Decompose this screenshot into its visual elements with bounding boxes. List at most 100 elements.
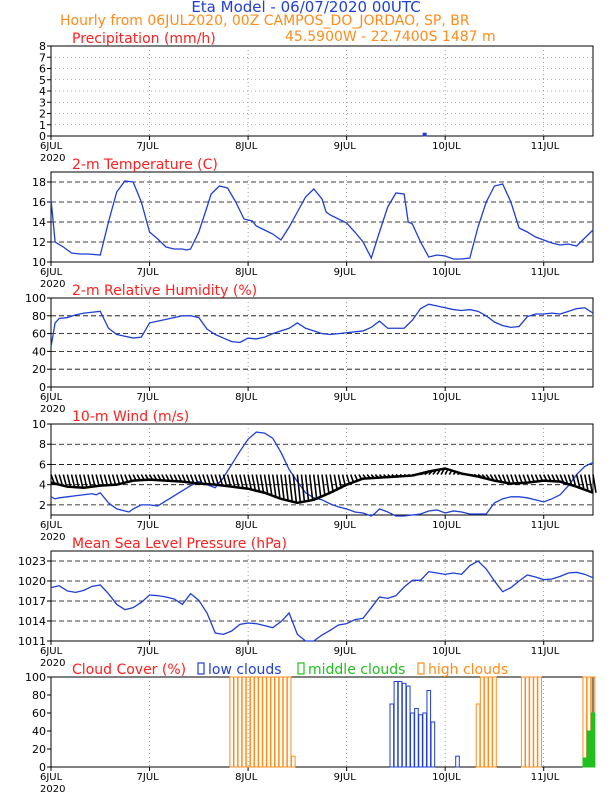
wind-vector xyxy=(284,474,289,500)
rh-xtick-label: 7JUL xyxy=(137,392,160,403)
wind-vector xyxy=(263,474,269,493)
precip-xtick-label: 8JUL xyxy=(235,141,258,152)
chart-title: Eta Model - 06/07/2020 00UTC xyxy=(191,0,421,16)
wind-vector xyxy=(91,474,96,487)
precip-xtick-label: 7JUL xyxy=(137,141,160,152)
wind-frame xyxy=(50,423,594,516)
precip-xtick-label: 10JUL xyxy=(432,141,461,152)
wind-xtick-label: 11JUL xyxy=(531,520,560,531)
clouds-bar xyxy=(586,730,592,768)
wind-series-line xyxy=(50,431,594,517)
clouds-bar xyxy=(430,721,436,768)
wind-vector xyxy=(214,474,220,485)
wind-vector xyxy=(83,474,88,488)
wind-vector xyxy=(74,474,80,488)
wind-ytick-label: 8 xyxy=(39,438,46,451)
clouds-bar xyxy=(410,712,415,768)
legend-label: middle clouds xyxy=(308,662,405,678)
legend-swatch xyxy=(297,662,305,675)
mslp-xtick-label: 10JUL xyxy=(432,646,461,657)
precip-xtick-label: 9JUL xyxy=(334,141,357,152)
wind-vector xyxy=(506,474,511,484)
precip-ytick-label: 3 xyxy=(39,96,46,109)
wind-vector xyxy=(296,474,302,503)
wind-xtick-label: 9JUL xyxy=(334,520,357,531)
clouds-bar xyxy=(582,676,588,768)
wind-vector xyxy=(107,474,113,486)
wind-vector xyxy=(99,474,105,486)
clouds-bar xyxy=(241,676,247,768)
wind-vector xyxy=(321,474,326,497)
legend-label: high clouds xyxy=(428,662,508,678)
clouds-bar xyxy=(479,676,485,768)
wind-vector xyxy=(308,474,314,501)
clouds-xtick-label: 8JUL xyxy=(235,772,258,783)
clouds-bar xyxy=(537,676,542,768)
clouds-bar xyxy=(266,676,271,768)
precip-ytick-label: 8 xyxy=(39,40,46,53)
wind-vector xyxy=(111,474,117,486)
clouds-bar xyxy=(529,676,534,768)
clouds-title: Cloud Cover (%) xyxy=(72,662,186,678)
clouds-xtick-label: 9JUL xyxy=(334,772,357,783)
precip-bar xyxy=(422,132,427,137)
temp-ytick-label: 12 xyxy=(32,236,46,249)
wind-xtick-label: 10JUL xyxy=(432,520,461,531)
clouds-panel xyxy=(47,662,596,771)
clouds-bar xyxy=(422,712,427,768)
temp-series-line xyxy=(50,180,594,260)
rh-ytick-label: 0 xyxy=(39,381,46,394)
legend-swatch xyxy=(197,662,205,675)
chart-subtitle: Hourly from 06JUL2020, 00Z CAMPOS_DO_JOR… xyxy=(60,13,470,29)
wind-vector xyxy=(514,474,519,484)
clouds-ytick-label: 20 xyxy=(32,743,46,756)
mslp-xtick-label: 6JUL xyxy=(40,646,63,657)
clouds-bar xyxy=(488,676,493,768)
wind-vector xyxy=(510,474,515,484)
wind-xtick-label: 6JUL xyxy=(40,520,63,531)
precip-ytick-label: 0 xyxy=(39,130,46,143)
mslp-ytick-label: 1023 xyxy=(18,555,46,568)
wind-vector xyxy=(255,474,261,491)
wind-vector xyxy=(493,474,499,481)
wind-vector xyxy=(292,474,298,502)
wind-vector xyxy=(312,474,318,500)
clouds-xtick-label: 10JUL xyxy=(432,772,461,783)
mslp-ytick-label: 1020 xyxy=(18,575,46,588)
legend-swatch xyxy=(417,662,425,675)
temp-title: 2-m Temperature (C) xyxy=(72,157,218,173)
wind-vector xyxy=(239,474,244,488)
rh-title: 2-m Relative Humidity (%) xyxy=(72,283,257,299)
wind-vector xyxy=(288,474,293,501)
clouds-bar xyxy=(426,690,432,768)
rh-ytick-label: 20 xyxy=(32,363,46,376)
wind-vector xyxy=(559,474,564,482)
wind-vector xyxy=(230,474,236,487)
wind-vector xyxy=(567,474,573,485)
clouds-bar xyxy=(229,676,234,768)
precip-ytick-label: 7 xyxy=(39,51,46,64)
mslp-panel xyxy=(47,550,594,645)
wind-panel xyxy=(47,423,597,519)
wind-vector xyxy=(571,474,577,486)
station-coordinates: 45.5900W - 22.7400S 1487 m xyxy=(285,29,496,45)
mslp-xtick-label: 9JUL xyxy=(334,646,357,657)
precip-ytick-label: 2 xyxy=(39,108,46,121)
wind-xtick-label: 7JUL xyxy=(137,520,160,531)
wind-title: 10-m Wind (m/s) xyxy=(72,409,189,425)
wind-vector xyxy=(276,474,281,498)
clouds-bar xyxy=(520,676,526,768)
rh-ytick-label: 100 xyxy=(25,292,46,305)
clouds-ytick-label: 60 xyxy=(32,707,46,720)
precip-title: Precipitation (mm/h) xyxy=(72,31,216,47)
clouds-bar xyxy=(282,676,288,768)
wind-vector xyxy=(271,474,277,496)
temp-xtick-label: 6JUL xyxy=(40,267,63,278)
precip-ytick-label: 4 xyxy=(39,85,46,98)
wind-vector xyxy=(489,474,495,481)
wind-vector xyxy=(501,474,507,483)
wind-vector xyxy=(70,474,76,488)
clouds-bar xyxy=(418,714,423,768)
wind-vector xyxy=(226,474,232,487)
